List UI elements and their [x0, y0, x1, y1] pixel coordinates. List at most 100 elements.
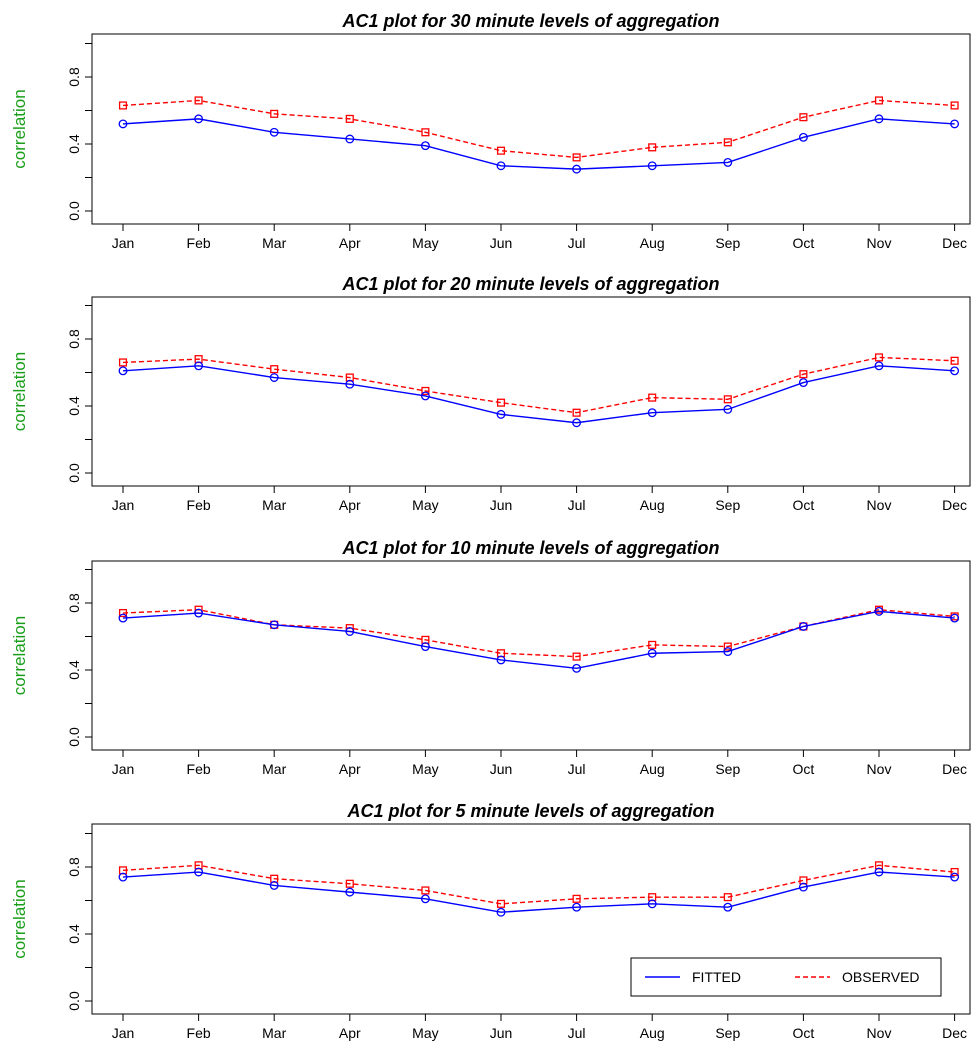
panel-1: AC1 plot for 30 minute levels of aggrega… — [10, 11, 971, 251]
data-point-fitted — [345, 887, 355, 897]
x-tick-label: Nov — [867, 761, 892, 777]
data-point-observed — [118, 609, 128, 618]
data-point-fitted — [420, 642, 430, 651]
x-tick-label: May — [412, 1025, 438, 1041]
plot-frame — [91, 33, 971, 225]
x-tick-label: Aug — [640, 235, 665, 251]
y-tick-label: 0.4 — [66, 134, 82, 154]
legend-box — [630, 957, 942, 997]
x-tick-label: Oct — [793, 761, 815, 777]
data-point-fitted — [798, 378, 808, 387]
x-tick-label: Jan — [112, 497, 135, 513]
data-point-fitted — [950, 366, 960, 376]
y-tick-label: 0.8 — [66, 593, 82, 613]
data-point-observed — [950, 356, 959, 365]
y-axis-label: correlation — [10, 89, 29, 168]
panel-3: AC1 plot for 10 minute levels of aggrega… — [10, 538, 971, 777]
data-point-fitted — [874, 867, 884, 877]
data-point-fitted — [950, 119, 960, 129]
series-line-fitted — [122, 118, 955, 170]
data-point-fitted — [269, 880, 279, 890]
data-point-fitted — [194, 361, 204, 371]
x-tick-label: Sep — [715, 761, 740, 777]
series-line-fitted — [122, 610, 955, 670]
data-point-observed — [270, 365, 279, 374]
x-tick-label: Jul — [568, 497, 586, 513]
data-point-fitted — [420, 391, 430, 401]
x-tick-label: Aug — [640, 1025, 665, 1041]
series-line-observed — [122, 99, 955, 159]
x-tick-label: Oct — [793, 1025, 815, 1041]
x-tick-label: Apr — [339, 235, 361, 251]
y-tick-label: 0.4 — [66, 660, 82, 680]
panel-2: AC1 plot for 20 minute levels of aggrega… — [10, 274, 971, 513]
x-tick-label: Apr — [339, 761, 361, 777]
panel-4: AC1 plot for 5 minute levels of aggregat… — [10, 801, 971, 1041]
series-line-observed — [122, 356, 955, 414]
data-point-observed — [572, 894, 581, 903]
data-point-fitted — [496, 907, 506, 917]
data-point-fitted — [345, 627, 355, 636]
data-point-fitted — [798, 882, 808, 892]
data-point-observed — [421, 128, 430, 137]
x-tick-label: Jul — [568, 235, 586, 251]
data-point-fitted — [950, 872, 960, 882]
data-point-observed — [874, 353, 884, 362]
panel-title: AC1 plot for 30 minute levels of aggrega… — [341, 11, 719, 31]
data-point-fitted — [950, 613, 960, 623]
data-point-observed — [648, 640, 657, 649]
y-axis-label: correlation — [10, 879, 29, 958]
data-point-fitted — [647, 408, 657, 418]
data-point-fitted — [194, 867, 204, 877]
data-point-observed — [496, 146, 506, 155]
data-point-fitted — [874, 606, 884, 616]
data-point-observed — [572, 408, 581, 417]
panel-title: AC1 plot for 20 minute levels of aggrega… — [341, 274, 719, 294]
x-tick-label: Feb — [187, 1025, 211, 1041]
data-point-fitted — [647, 899, 657, 909]
data-point-observed — [118, 101, 128, 110]
data-point-fitted — [723, 157, 733, 167]
data-point-observed — [874, 96, 884, 105]
data-point-observed — [572, 652, 581, 661]
x-tick-label: Jan — [112, 761, 135, 777]
x-tick-label: Jun — [490, 235, 513, 251]
data-point-fitted — [269, 127, 279, 137]
y-tick-label: 0.0 — [66, 463, 82, 483]
data-point-observed — [723, 642, 732, 651]
x-tick-label: Nov — [867, 1025, 892, 1041]
x-tick-label: May — [412, 761, 438, 777]
data-point-fitted — [269, 373, 279, 382]
data-point-observed — [345, 114, 354, 123]
data-point-fitted — [647, 648, 657, 658]
y-tick-label: 0.0 — [66, 991, 82, 1011]
x-tick-label: Dec — [942, 761, 967, 777]
x-tick-label: Aug — [640, 761, 665, 777]
plot-frame — [91, 823, 971, 1015]
data-point-observed — [496, 398, 506, 407]
x-tick-label: Mar — [262, 1025, 286, 1041]
data-point-observed — [270, 109, 279, 118]
data-point-fitted — [723, 647, 733, 657]
data-point-observed — [648, 143, 657, 152]
legend: FITTED OBSERVED — [630, 957, 942, 997]
x-tick-label: Jan — [112, 235, 135, 251]
y-axis-label: correlation — [10, 352, 29, 431]
panel-title: AC1 plot for 10 minute levels of aggrega… — [341, 538, 719, 558]
plot-frame — [91, 296, 971, 487]
data-point-fitted — [420, 141, 430, 151]
x-tick-label: Feb — [187, 235, 211, 251]
x-tick-label: May — [412, 497, 438, 513]
y-tick-label: 0.4 — [66, 396, 82, 416]
y-tick-label: 0.8 — [66, 857, 82, 877]
data-point-fitted — [874, 361, 884, 371]
data-point-observed — [950, 101, 959, 110]
data-point-observed — [118, 358, 128, 367]
x-tick-label: Sep — [715, 235, 740, 251]
data-point-fitted — [723, 404, 733, 414]
data-point-observed — [572, 153, 581, 162]
x-tick-label: Sep — [715, 497, 740, 513]
x-tick-label: Jul — [568, 1025, 586, 1041]
x-tick-label: Jul — [568, 761, 586, 777]
